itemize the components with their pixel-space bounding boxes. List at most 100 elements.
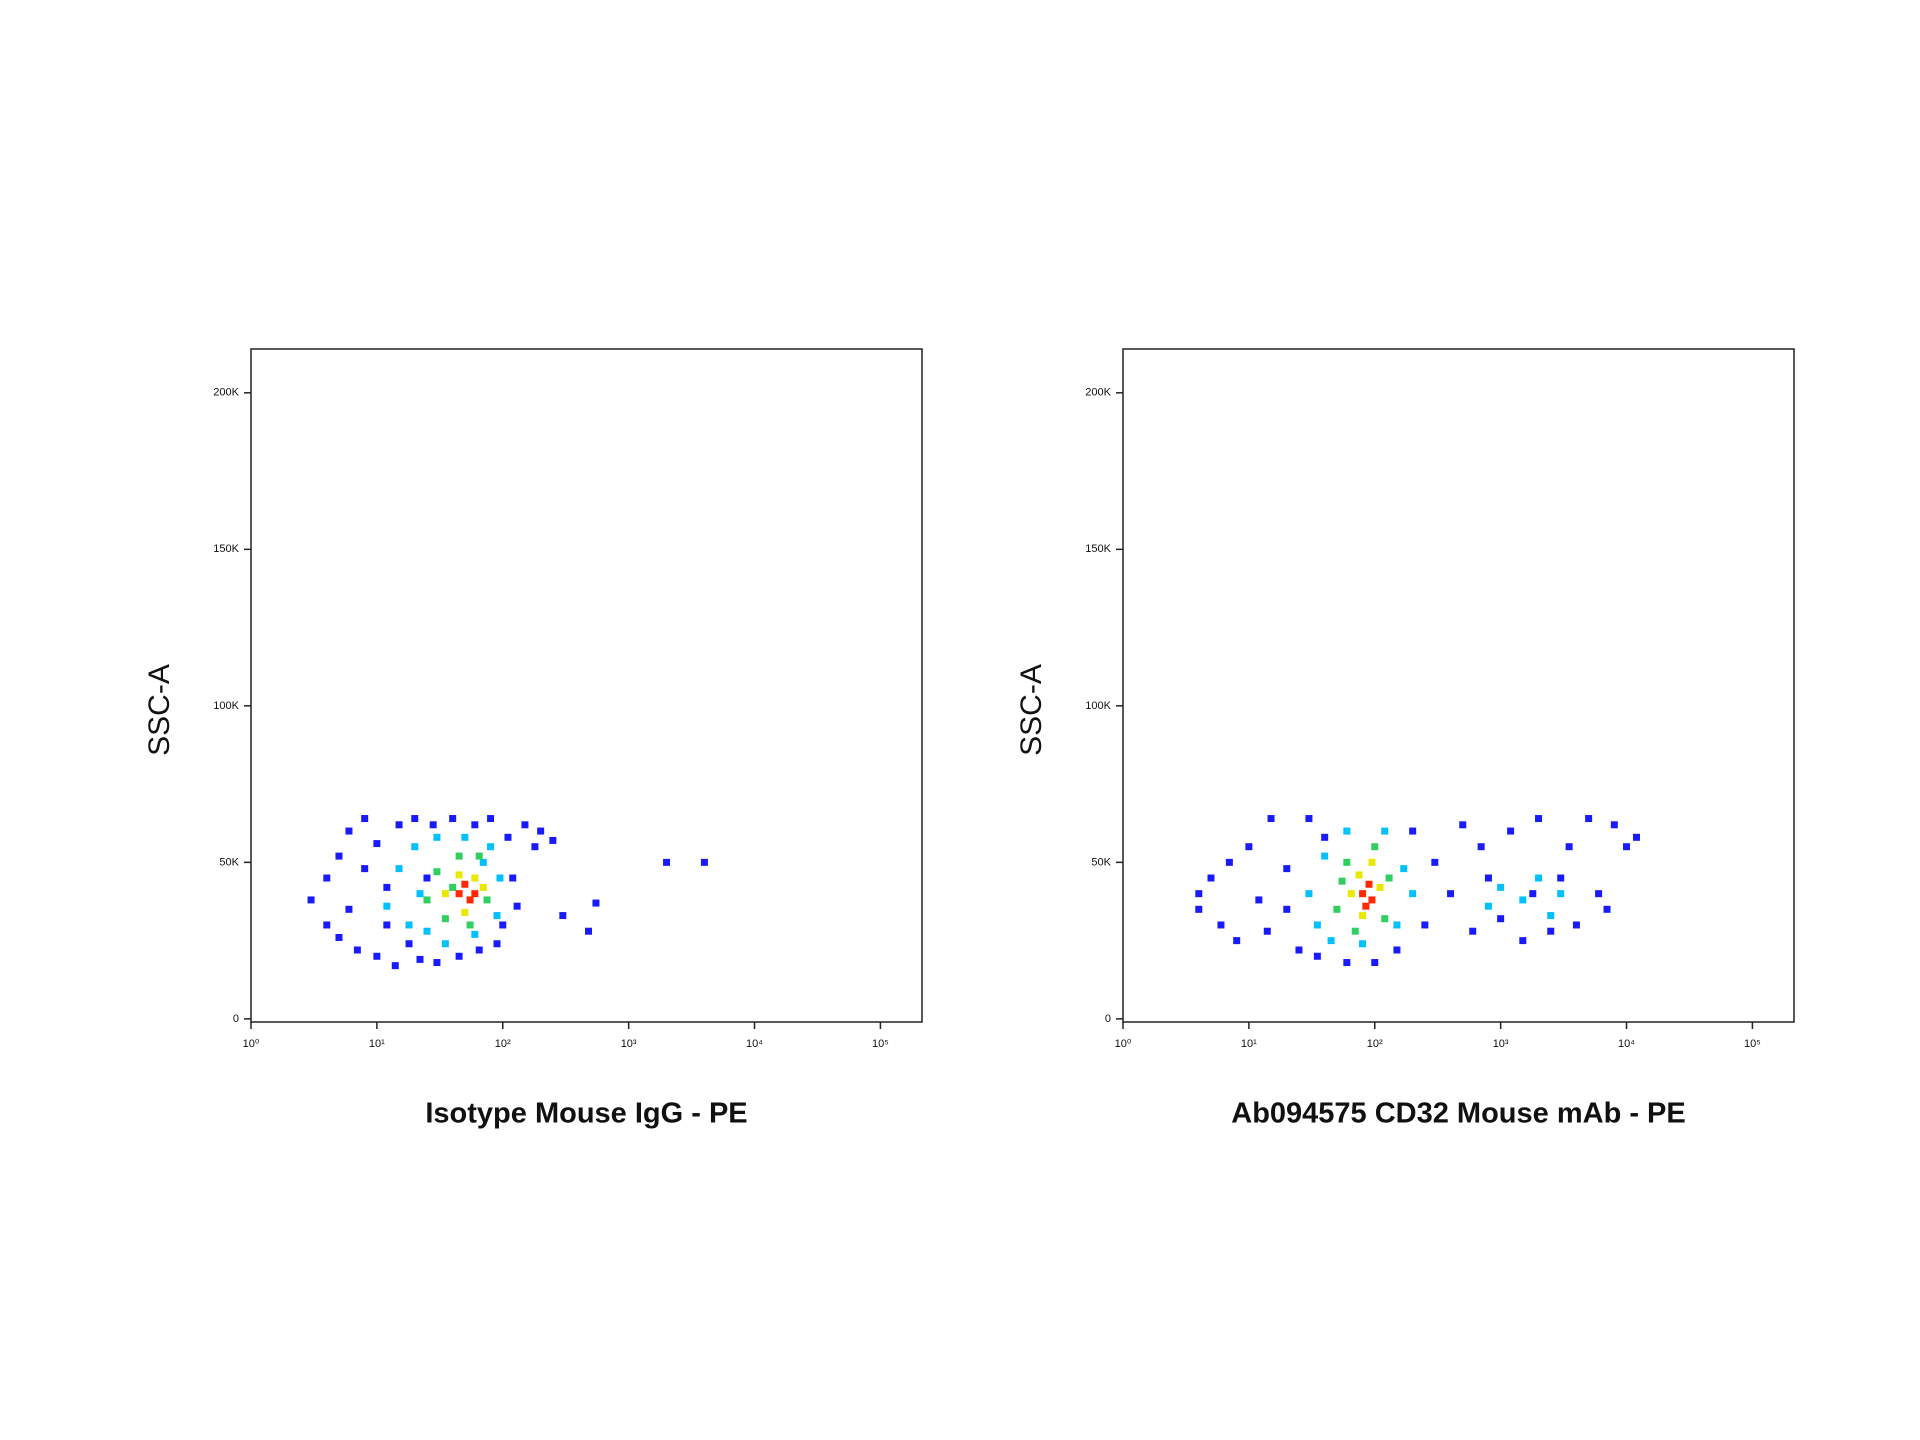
event-point	[1195, 890, 1203, 898]
event-point	[323, 874, 331, 882]
event-point	[1623, 843, 1631, 851]
x-axis-title: Ab094575 CD32 Mouse mAb - PE	[1231, 1098, 1685, 1130]
x-tick-label: 10³	[621, 1038, 637, 1050]
y-tick-label: 100K	[213, 700, 239, 712]
event-point	[493, 912, 501, 920]
event-point	[1469, 927, 1477, 935]
event-point	[433, 959, 441, 967]
x-tick-label: 10⁴	[1618, 1038, 1635, 1050]
event-point	[1393, 921, 1401, 929]
y-axis-title: SSC-A	[143, 664, 176, 756]
event-point	[461, 908, 469, 916]
event-point	[455, 890, 463, 898]
event-point	[1347, 890, 1355, 898]
event-point	[1351, 927, 1359, 935]
event-point	[1217, 921, 1225, 929]
event-point	[1283, 865, 1291, 873]
y-tick-label: 50K	[1091, 856, 1111, 868]
event-point	[1421, 921, 1429, 929]
y-tick-label: 150K	[213, 543, 239, 555]
event-point	[1603, 905, 1611, 913]
event-point	[1385, 874, 1393, 882]
event-point	[455, 952, 463, 960]
event-point	[361, 865, 369, 873]
y-tick-label: 100K	[1085, 700, 1111, 712]
event-point	[1283, 905, 1291, 913]
event-point	[1409, 890, 1417, 898]
event-point	[1535, 874, 1543, 882]
event-point	[1632, 833, 1640, 841]
y-tick-label: 0	[1105, 1013, 1111, 1025]
event-point	[504, 833, 512, 841]
event-point	[487, 843, 495, 851]
event-point	[471, 930, 479, 938]
event-point	[1393, 946, 1401, 954]
event-point	[1355, 871, 1363, 879]
event-point	[1333, 905, 1341, 913]
event-point	[513, 902, 521, 910]
y-tick-label: 50K	[219, 856, 239, 868]
event-point	[471, 890, 479, 898]
event-point	[423, 896, 431, 904]
event-point	[433, 833, 441, 841]
event-point	[1507, 827, 1515, 835]
event-point	[531, 843, 539, 851]
event-point	[499, 921, 507, 929]
event-point	[383, 902, 391, 910]
event-point	[1371, 843, 1379, 851]
event-point	[493, 940, 501, 948]
event-point	[479, 883, 487, 891]
event-point	[411, 815, 419, 823]
event-point	[307, 896, 315, 904]
event-point	[361, 815, 369, 823]
event-point	[1519, 937, 1527, 945]
x-tick-label: 10⁰	[243, 1038, 260, 1050]
event-point	[383, 883, 391, 891]
event-point	[395, 865, 403, 873]
event-point	[1225, 858, 1233, 866]
event-point	[1313, 921, 1321, 929]
event-point	[471, 821, 479, 829]
event-point	[1497, 883, 1505, 891]
event-point	[496, 874, 504, 882]
event-point	[423, 927, 431, 935]
x-tick-label: 10⁵	[872, 1038, 889, 1050]
y-tick-label: 0	[233, 1013, 239, 1025]
event-point	[1484, 874, 1492, 882]
event-point	[1447, 890, 1455, 898]
event-point	[1359, 912, 1367, 920]
event-point	[1381, 827, 1389, 835]
event-point	[345, 827, 353, 835]
event-point	[1595, 890, 1603, 898]
event-point	[411, 843, 419, 851]
y-tick-label: 150K	[1085, 543, 1111, 555]
event-point	[1431, 858, 1439, 866]
event-point	[373, 840, 381, 848]
event-point	[475, 852, 483, 860]
event-point	[416, 955, 424, 963]
event-point	[449, 815, 457, 823]
event-point	[1365, 880, 1373, 888]
y-tick-label: 200K	[1085, 387, 1111, 399]
event-point	[585, 927, 593, 935]
event-point	[353, 946, 361, 954]
event-point	[1381, 915, 1389, 923]
x-axis-title: Isotype Mouse IgG - PE	[425, 1098, 747, 1130]
event-point	[1267, 815, 1275, 823]
x-tick-label: 10⁵	[1744, 1038, 1761, 1050]
event-point	[1572, 921, 1580, 929]
event-point	[479, 858, 487, 866]
event-point	[1313, 952, 1321, 960]
event-point	[700, 858, 708, 866]
event-point	[1459, 821, 1467, 829]
event-point	[487, 815, 495, 823]
event-point	[1565, 843, 1573, 851]
event-point	[1368, 858, 1376, 866]
event-point	[1477, 843, 1485, 851]
event-point	[1195, 905, 1203, 913]
event-point	[1263, 927, 1271, 935]
event-point	[345, 905, 353, 913]
event-point	[592, 899, 600, 907]
